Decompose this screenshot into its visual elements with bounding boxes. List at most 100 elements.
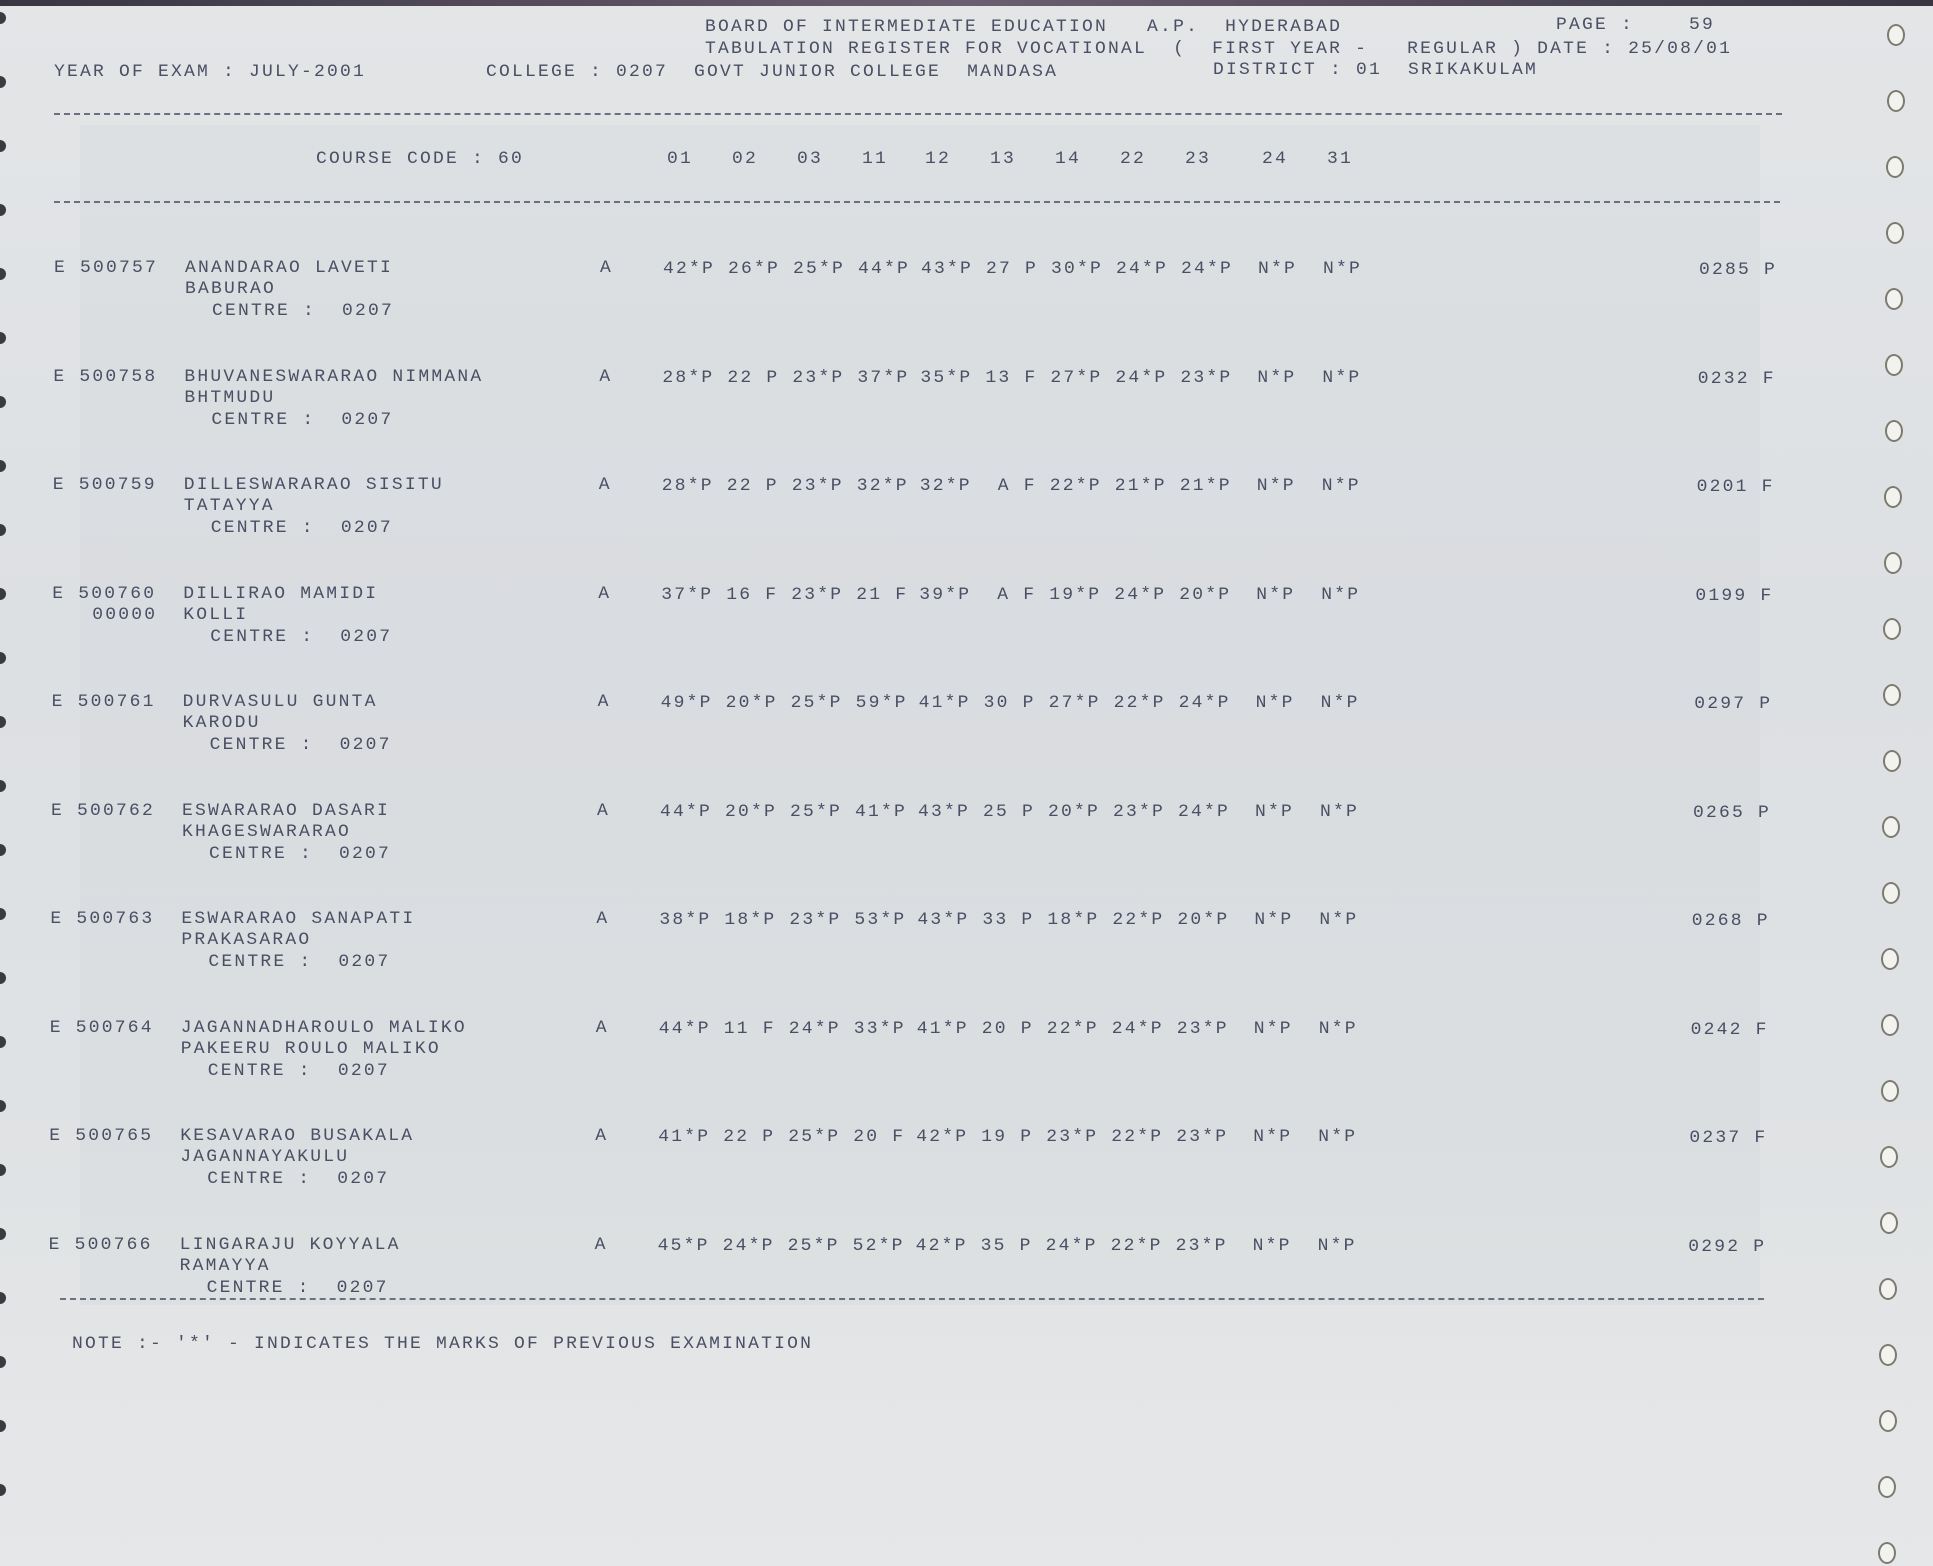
course-code: COURSE CODE : 60: [316, 149, 525, 169]
subject-mark: 19 P: [981, 1127, 1034, 1147]
parent-name: BHTMUDU: [184, 388, 276, 407]
parent-name: BABURAO: [185, 279, 277, 299]
student-name: JAGANNADHAROULO MALIKO: [180, 1018, 467, 1037]
parent-name: KARODU: [182, 713, 261, 733]
feed-hole: [1883, 618, 1902, 640]
student-name: DILLIRAO MAMIDI: [183, 584, 379, 603]
subject-mark: 24*P: [1114, 585, 1167, 604]
subject-mark: 24*P: [1181, 259, 1234, 279]
subject-mark: 24*P: [722, 1236, 775, 1255]
subject-mark: N*P: [1253, 1019, 1293, 1038]
subject-mark: 24*P: [788, 1019, 841, 1038]
subject-mark: 53*P: [854, 910, 907, 930]
feed-edge-mark: [0, 460, 6, 472]
feed-edge-mark: [0, 524, 6, 536]
subject-mark: 23*P: [789, 910, 842, 930]
subject-mark: 23*P: [1176, 1127, 1229, 1147]
subject-mark: N*P: [1252, 1236, 1292, 1255]
student-name: ESWARARAO DASARI: [182, 801, 391, 820]
subject-mark: 28*P: [662, 368, 715, 387]
subject-mark: 23*P: [1180, 368, 1233, 387]
feed-edge-mark: [0, 140, 6, 152]
hall-ticket-number: E 500759: [52, 475, 157, 495]
subject-mark: 23*P: [1176, 1019, 1229, 1038]
feed-edge-mark: [0, 1420, 6, 1432]
paper-top-edge: [0, 0, 1933, 6]
subject-mark: 24*P: [1116, 259, 1169, 279]
subject-mark: N*P: [1322, 368, 1362, 387]
subject-mark: 42*P: [916, 1127, 969, 1147]
feed-hole: [1880, 1146, 1899, 1168]
subject-mark: 27*P: [1050, 368, 1103, 387]
subject-mark: 22*P: [1112, 910, 1165, 930]
subject-mark: A F: [984, 585, 1037, 604]
subject-code: 23: [1185, 149, 1212, 169]
feed-edge-mark: [0, 1356, 6, 1368]
parent-name: KHAGESWARARAO: [182, 822, 352, 841]
grade: A: [600, 258, 614, 278]
subject-code: 13: [990, 149, 1017, 169]
feed-edge-mark: [0, 1484, 6, 1496]
subject-mark: 24*P: [1045, 1236, 1098, 1255]
page-number: 59: [1689, 15, 1716, 35]
feed-hole: [1879, 1278, 1898, 1300]
subject-mark: 25*P: [790, 802, 843, 821]
subject-code: 22: [1120, 149, 1147, 169]
subject-mark: N*P: [1255, 802, 1295, 821]
feed-edge-mark: [0, 1228, 6, 1240]
subject-mark: 22*P: [1113, 693, 1166, 713]
total-result: 0297 P: [1694, 694, 1773, 714]
centre-code: CENTRE : 0207: [207, 1061, 390, 1080]
total-result: 0199 F: [1695, 586, 1774, 605]
centre-code: CENTRE : 0207: [207, 1169, 390, 1189]
printout-panel: [80, 125, 1760, 1305]
subject-mark: N*P: [1318, 1019, 1358, 1038]
subject-mark: 20*P: [725, 693, 778, 713]
subject-mark: 22 P: [726, 476, 779, 496]
feed-hole: [1887, 24, 1905, 46]
grade: A: [599, 367, 613, 386]
subject-mark: 18*P: [1047, 910, 1100, 930]
subject-code: 03: [797, 149, 824, 169]
subject-mark: 23*P: [1046, 1127, 1099, 1147]
subject-mark: 20 P: [981, 1019, 1034, 1038]
subject-mark: A F: [984, 476, 1037, 496]
subject-mark: 22 P: [723, 1127, 776, 1147]
subject-mark: 28*P: [661, 476, 714, 496]
feed-hole: [1883, 684, 1901, 706]
feed-hole: [1882, 816, 1901, 838]
subject-mark: N*P: [1255, 693, 1295, 713]
total-result: 0201 F: [1696, 477, 1775, 497]
feed-hole: [1882, 750, 1901, 772]
feed-hole: [1885, 288, 1904, 310]
subject-mark: N*P: [1318, 1127, 1358, 1147]
feed-edge-mark: [0, 1164, 6, 1176]
subject-mark: 42*P: [915, 1236, 968, 1255]
subject-mark: N*P: [1254, 910, 1294, 930]
register-title: TABULATION REGISTER FOR VOCATIONAL ( FIR…: [705, 39, 1733, 59]
subject-mark: 41*P: [855, 802, 908, 821]
centre-code: CENTRE : 0207: [209, 735, 392, 755]
parent-name: PRAKASARAO: [181, 930, 312, 950]
subject-mark: 59*P: [855, 693, 908, 713]
subject-mark: N*P: [1256, 476, 1296, 496]
subject-mark: N*P: [1258, 259, 1298, 279]
year-of-exam: YEAR OF EXAM : JULY-2001: [54, 62, 367, 82]
subject-mark: 22 P: [727, 368, 780, 387]
subject-mark: 25*P: [790, 693, 843, 713]
subject-mark: 16 F: [726, 585, 779, 604]
subject-mark: 24*P: [1111, 1019, 1164, 1038]
subject-mark: 24*P: [1178, 802, 1231, 821]
subject-mark: 20*P: [1177, 910, 1230, 930]
subject-mark: 19*P: [1049, 585, 1102, 604]
divider-line: [54, 113, 1782, 115]
page-label: PAGE :: [1556, 15, 1635, 35]
subject-code: 11: [862, 149, 889, 169]
total-result: 0242 F: [1690, 1020, 1769, 1039]
subject-mark: 20*P: [1048, 802, 1101, 821]
grade: A: [598, 584, 612, 603]
subject-mark: 20*P: [1179, 585, 1232, 604]
subject-mark: 22*P: [1049, 476, 1102, 496]
feed-edge-mark: [0, 844, 6, 856]
subject-mark: 22*P: [1110, 1236, 1163, 1255]
